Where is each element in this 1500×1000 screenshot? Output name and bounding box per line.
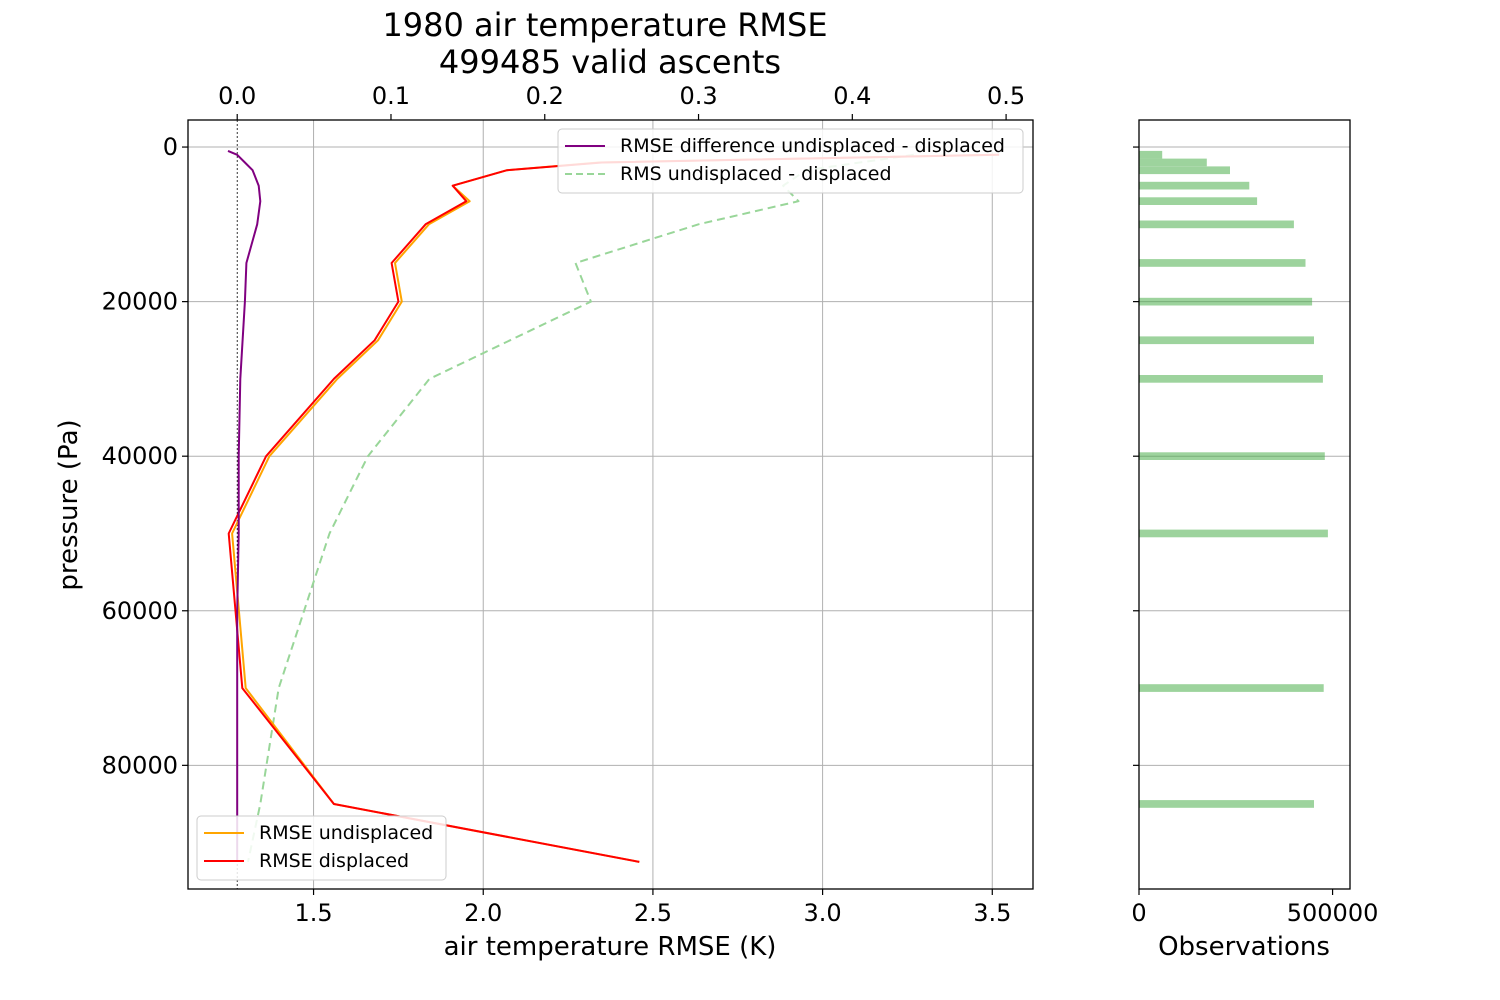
hist-bar-7000 (1139, 197, 1258, 205)
series-line-rms-undisplaced-displaced (247, 153, 914, 863)
chart-title: 1980 air temperature RMSE (382, 6, 827, 44)
hist-bar-15000 (1139, 259, 1306, 267)
hist-bar-30000 (1139, 375, 1323, 383)
legend-label-rmse-undisplaced: RMSE undisplaced (259, 822, 433, 844)
x-top-tick-label-0-4: 0.4 (833, 82, 871, 110)
y-tick-label-40000: 40000 (102, 442, 178, 470)
series-line-rmse-displaced (227, 153, 1000, 863)
legend-label-rmse-difference: RMSE difference undisplaced - displaced (620, 135, 1005, 157)
hist-bar-1000 (1139, 150, 1163, 159)
hist-bar-20000 (1139, 297, 1313, 306)
hist-x-tick-label-500000: 500000 (1287, 899, 1379, 927)
x-tick-label-1-5: 1.5 (294, 899, 332, 927)
hist-bar-25000 (1139, 336, 1314, 345)
hist-x-tick-label-0: 0 (1131, 899, 1146, 927)
legend-label-rms-undisplaced-displaced: RMS undisplaced - displaced (620, 163, 892, 185)
main-grid (188, 120, 1033, 889)
hist-bar-5000 (1139, 181, 1250, 190)
x-tick-label-2-0: 2.0 (464, 899, 502, 927)
y-tick-label-0: 0 (163, 133, 178, 161)
histogram-x-axis-label: Observations (1158, 932, 1330, 962)
series-line-rmse-difference-undisplaced-displaced (227, 149, 262, 862)
hist-bar-40000 (1139, 452, 1325, 460)
x-top-tick-label-0-1: 0.1 (372, 82, 410, 110)
main-series-layer (227, 149, 1000, 863)
x-top-tick-label-0-2: 0.2 (526, 82, 564, 110)
hist-bar-50000 (1139, 529, 1328, 538)
hist-bar-70000 (1139, 684, 1324, 692)
hist-bar-3000 (1139, 166, 1230, 175)
legend-upper: RMSE difference undisplaced - displaced … (557, 128, 1024, 194)
hist-bar-2000 (1139, 158, 1207, 167)
hist-bar-10000 (1139, 220, 1294, 229)
x-axis-label: air temperature RMSE (K) (444, 932, 777, 962)
x-tick-label-3-0: 3.0 (804, 899, 842, 927)
y-tick-label-20000: 20000 (102, 288, 178, 316)
histogram-bars (1139, 150, 1328, 808)
legend-lower: RMSE undisplaced RMSE displaced (196, 815, 447, 881)
x-top-tick-label-0-5: 0.5 (987, 82, 1025, 110)
histogram-ticks: 0 500000 (1131, 146, 1379, 927)
x-tick-label-2-5: 2.5 (634, 899, 672, 927)
series-line-rmse-undisplaced (231, 153, 996, 863)
x-tick-label-3-5: 3.5 (973, 899, 1011, 927)
x-top-tick-label-0-3: 0.3 (679, 82, 717, 110)
y-axis-label: pressure (Pa) (54, 419, 84, 590)
chart-subtitle: 499485 valid ascents (439, 43, 781, 81)
histogram-plot-frame (1138, 119, 1351, 890)
x-top-tick-label-0-0: 0.0 (218, 82, 256, 110)
y-tick-label-80000: 80000 (102, 751, 178, 779)
legend-label-rmse-displaced: RMSE displaced (259, 850, 409, 872)
y-tick-label-60000: 60000 (102, 597, 178, 625)
legend-upper-box (557, 128, 1024, 194)
main-ticks: 0 20000 40000 60000 80000 1.5 2.0 2.5 3.0 3.5 0.0 0… (102, 82, 1026, 927)
main-plot-frame (187, 119, 1034, 890)
hist-bar-85000 (1139, 800, 1314, 808)
legend-lower-box (196, 815, 447, 881)
